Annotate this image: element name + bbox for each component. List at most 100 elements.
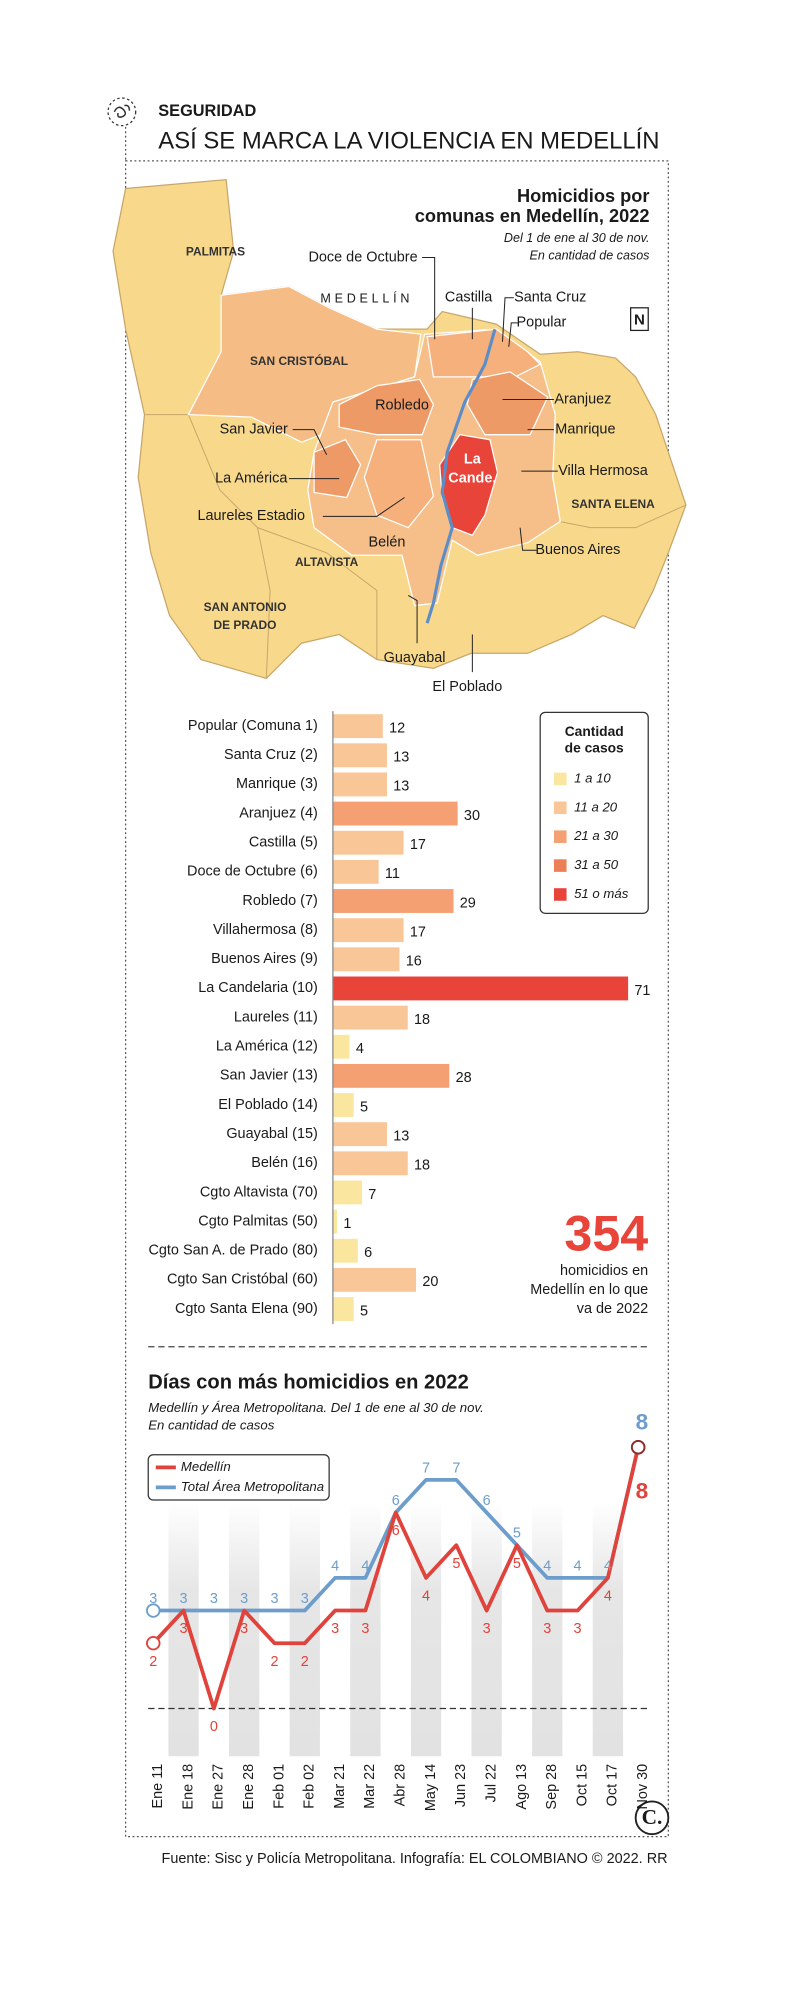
category-label: Robledo (7) — [242, 893, 317, 909]
x-tick-label: Jul 22 — [483, 1764, 499, 1803]
value-label: 18 — [414, 1012, 430, 1028]
river — [425, 328, 497, 624]
data-label: 3 — [574, 1621, 582, 1637]
value-label: 17 — [410, 837, 426, 853]
map-label: Buenos Aires — [535, 542, 620, 558]
end-marker — [146, 1635, 161, 1651]
data-label: 3 — [543, 1621, 551, 1637]
x-tick-label: Jun 23 — [453, 1764, 469, 1807]
comuna-area — [426, 328, 542, 378]
value-label: 17 — [410, 924, 426, 940]
legend-swatch — [554, 830, 567, 843]
total-number: 354 — [564, 1206, 648, 1262]
data-label: 3 — [180, 1621, 188, 1637]
category-label: Cgto San Cristóbal (60) — [167, 1272, 318, 1288]
chart-title: Días con más homicidios en 2022 — [148, 1371, 469, 1393]
map-label: La América — [215, 470, 288, 486]
candelaria-area — [439, 434, 499, 536]
data-label: 4 — [574, 1558, 582, 1574]
section-label: SEGURIDAD — [158, 102, 256, 120]
leader-line — [501, 297, 514, 342]
data-label: 8 — [636, 1409, 649, 1434]
category-label: El Poblado (14) — [218, 1097, 318, 1113]
x-tick-label: Ene 11 — [150, 1764, 166, 1809]
data-label: 6 — [483, 1493, 491, 1509]
column-stripe — [410, 1501, 442, 1757]
data-label: 6 — [392, 1523, 400, 1539]
map-title: Homicidios por — [517, 186, 650, 206]
map: PALMITAS Doce de Octubre MEDELLÍN Castil… — [112, 178, 687, 695]
legend-label: 1 a 10 — [574, 770, 611, 785]
bar — [332, 1297, 354, 1321]
map-label: Manrique — [555, 421, 615, 437]
x-tick-label: Mar 22 — [362, 1764, 378, 1809]
data-label: 4 — [331, 1558, 339, 1574]
category-label: Cgto Santa Elena (90) — [175, 1301, 318, 1317]
bar — [332, 1209, 338, 1234]
district-border — [257, 527, 378, 660]
leader-line — [519, 527, 537, 551]
map-label: PALMITAS — [186, 245, 245, 259]
data-label: 3 — [240, 1621, 248, 1637]
bar — [332, 714, 383, 739]
value-label: 5 — [360, 1303, 368, 1319]
north-label: N — [634, 311, 645, 328]
legend-label: Total Área Metropolitana — [181, 1479, 324, 1494]
section-icon-glyph — [113, 104, 131, 118]
x-tick-label: Feb 01 — [271, 1764, 287, 1809]
data-label: 3 — [270, 1591, 278, 1607]
data-label: 3 — [361, 1621, 369, 1637]
legend-title: de casos — [565, 739, 624, 755]
x-tick-label: Abr 28 — [393, 1764, 409, 1807]
x-tick-label: Mar 21 — [332, 1764, 348, 1809]
series-line — [151, 1446, 641, 1711]
bar — [332, 947, 400, 972]
x-tick-label: Sep 28 — [544, 1764, 560, 1810]
value-label: 5 — [360, 1099, 368, 1115]
bar — [332, 976, 629, 1001]
data-label: 0 — [210, 1719, 218, 1735]
bar — [332, 918, 404, 943]
bar — [332, 1034, 350, 1059]
map-note: Del 1 de ene al 30 de nov. — [504, 231, 650, 245]
frame — [124, 160, 669, 1838]
column-stripe — [229, 1501, 260, 1757]
data-label: 4 — [543, 1558, 551, 1574]
column-stripe — [471, 1501, 502, 1757]
map-label: SAN ANTONIO — [204, 600, 287, 614]
x-tick-label: May 14 — [423, 1764, 439, 1811]
column-stripe — [592, 1501, 624, 1757]
value-label: 7 — [368, 1187, 376, 1203]
data-label: 2 — [270, 1654, 278, 1670]
bar — [332, 1093, 354, 1117]
value-label: 1 — [343, 1216, 351, 1232]
category-label: Buenos Aires (9) — [211, 951, 318, 967]
legend-label: 21 a 30 — [573, 828, 619, 843]
legend-box — [539, 711, 649, 914]
bar — [332, 1180, 363, 1205]
value-label: 16 — [406, 954, 422, 970]
leader-line — [508, 322, 518, 347]
leader-line — [422, 257, 436, 340]
category-label: La América (12) — [216, 1039, 318, 1055]
leader-line — [322, 497, 405, 517]
chart-subtitle: Medellín y Área Metropolitana. Del 1 de … — [148, 1400, 484, 1415]
legend-label: 11 a 20 — [574, 799, 618, 814]
category-label: Popular (Comuna 1) — [188, 718, 318, 734]
map-label: Cande. — [448, 470, 496, 486]
data-label: 3 — [301, 1591, 309, 1607]
map-label: Popular — [517, 315, 567, 331]
legend-label: 51 o más — [574, 886, 629, 901]
value-label: 13 — [393, 1128, 409, 1144]
bar — [332, 1151, 408, 1176]
data-label: 3 — [180, 1591, 188, 1607]
map-label: Guayabal — [384, 650, 446, 666]
value-label: 28 — [456, 1070, 472, 1086]
bar — [332, 772, 387, 797]
map-label: Villa Hermosa — [558, 463, 649, 479]
map-label: DE PRADO — [214, 618, 277, 632]
category-label: Belén (16) — [251, 1155, 318, 1171]
bar — [332, 889, 454, 913]
